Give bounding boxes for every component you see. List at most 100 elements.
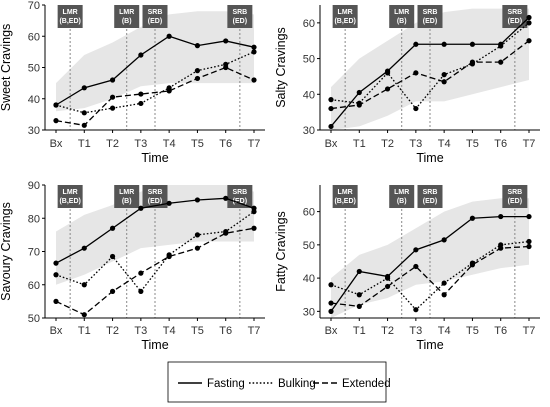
x-tick-label: T3 xyxy=(134,325,147,337)
event-label: SRB xyxy=(148,9,163,16)
data-point xyxy=(194,68,201,74)
event-label: LMR xyxy=(119,9,134,16)
data-point xyxy=(81,110,87,116)
x-tick-label: T5 xyxy=(191,138,204,150)
data-point xyxy=(138,91,144,97)
data-point xyxy=(81,312,87,318)
data-point xyxy=(223,64,229,71)
x-tick-label: T6 xyxy=(219,138,232,150)
event-label: (ED) xyxy=(508,18,522,25)
y-axis-label: Salty Cravings xyxy=(274,27,288,108)
series-line-fasting xyxy=(55,197,255,264)
legend-label-bulking: Bulking xyxy=(278,378,316,390)
panel-4: LMR (B,ED) LMR (B) SRB (ED) SRB (ED) 30 40 50 60 Bx T… xyxy=(274,185,540,352)
event-label: (ED) xyxy=(508,198,522,205)
event-label: LMR xyxy=(394,189,409,196)
x-tick-label: Bx xyxy=(325,138,338,150)
data-point xyxy=(413,41,419,47)
data-point xyxy=(469,59,476,65)
y-tick-label: 90 xyxy=(28,180,40,192)
data-point xyxy=(138,288,144,294)
data-point xyxy=(526,243,532,250)
data-point xyxy=(498,213,504,220)
data-point xyxy=(356,303,362,309)
event-label-box xyxy=(142,185,168,208)
data-point xyxy=(498,245,504,251)
data-point xyxy=(194,43,201,49)
legend-box xyxy=(167,361,387,403)
x-tick-label: Bx xyxy=(325,325,338,337)
y-tick-label: 60 xyxy=(28,280,40,292)
y-tick-label: 50 xyxy=(28,313,40,325)
event-label-box xyxy=(227,185,253,208)
x-tick-label: T3 xyxy=(134,138,147,150)
event-label-box xyxy=(417,185,443,208)
event-label: (B,ED) xyxy=(334,18,355,25)
x-tick-label: T2 xyxy=(106,325,119,337)
series-line-extended xyxy=(55,227,255,316)
event-label: SRB xyxy=(232,189,247,196)
data-point xyxy=(223,195,229,201)
y-tick-label: 60 xyxy=(303,18,315,30)
data-point xyxy=(166,33,172,39)
x-tick-label: T6 xyxy=(494,138,507,150)
y-tick-label: 60 xyxy=(303,207,315,219)
data-point xyxy=(53,102,59,108)
y-tick-label: 30 xyxy=(28,125,40,137)
x-tick-label: Bx xyxy=(50,325,63,337)
x-tick-label: T5 xyxy=(466,325,479,337)
data-point xyxy=(441,237,447,243)
x-tick-label: T3 xyxy=(409,325,422,337)
series-line-bulking xyxy=(330,240,530,311)
data-point xyxy=(413,70,419,76)
data-point xyxy=(498,59,504,65)
event-label-box xyxy=(142,5,168,28)
event-label-box xyxy=(389,5,415,28)
y-tick-label: 40 xyxy=(303,89,315,101)
data-point xyxy=(328,105,334,112)
event-label: SRB xyxy=(507,9,522,16)
data-point xyxy=(526,14,532,21)
event-label-box xyxy=(332,5,358,28)
data-point xyxy=(109,225,116,231)
event-label: (ED) xyxy=(423,198,437,205)
event-label: SRB xyxy=(423,189,438,196)
panels: LMR (B,ED) LMR (B) SRB (ED) SRB (ED) 30 40 50 60 70 B… xyxy=(0,0,540,352)
event-label-box xyxy=(57,5,83,28)
x-tick-label: T4 xyxy=(438,138,451,150)
series-line-bulking xyxy=(330,22,530,110)
legend-label-extended: Extended xyxy=(342,378,391,390)
data-point xyxy=(384,283,391,290)
x-tick-label: T3 xyxy=(409,138,422,150)
series-line-fasting xyxy=(55,35,255,106)
x-tick-label: T7 xyxy=(248,138,261,150)
data-point xyxy=(413,307,419,313)
data-point xyxy=(223,38,229,44)
x-tick-label: T1 xyxy=(353,138,366,150)
x-tick-label: T2 xyxy=(106,138,119,150)
data-point xyxy=(441,280,447,286)
y-tick-label: 50 xyxy=(303,54,315,66)
data-point xyxy=(81,282,87,288)
data-point xyxy=(194,245,201,251)
event-label-box xyxy=(57,185,83,208)
panel-2: LMR (B,ED) LMR (B) SRB (ED) SRB (ED) 30 40 50 60 Bx T… xyxy=(274,5,540,165)
event-label-box xyxy=(417,5,443,28)
data-point xyxy=(166,253,172,260)
data-point xyxy=(413,247,419,253)
event-label: LMR xyxy=(394,9,409,16)
data-point xyxy=(526,213,532,220)
event-label: (ED) xyxy=(233,18,247,25)
event-label: (B) xyxy=(122,198,132,205)
data-point xyxy=(109,288,116,294)
y-axis-label: Savoury Cravings xyxy=(0,202,13,301)
data-point xyxy=(356,292,362,298)
x-tick-label: T5 xyxy=(191,325,204,337)
x-tick-label: T4 xyxy=(163,325,176,337)
data-point xyxy=(81,245,87,251)
data-point xyxy=(251,49,257,55)
data-point xyxy=(469,215,476,221)
x-tick-label: T5 xyxy=(466,138,479,150)
x-tick-label: T2 xyxy=(381,325,394,337)
